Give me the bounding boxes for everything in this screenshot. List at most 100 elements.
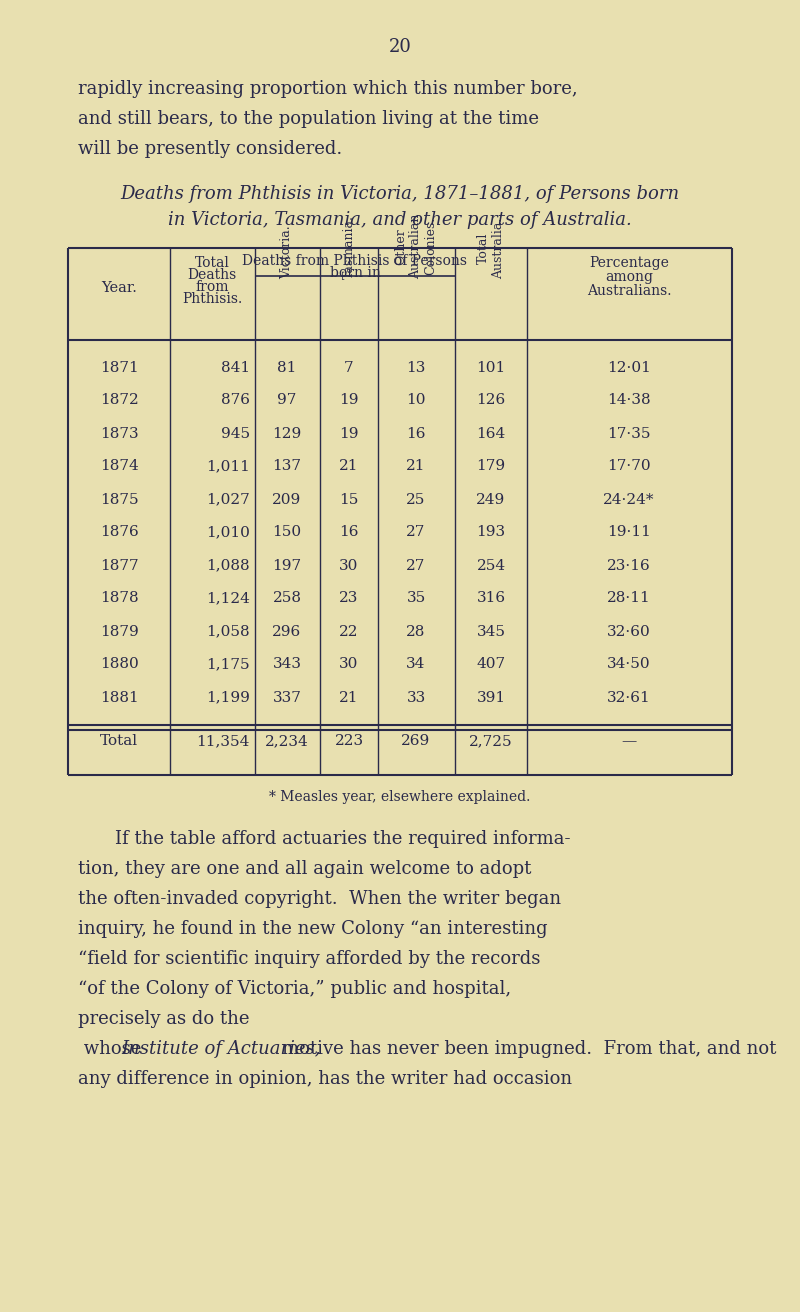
Text: 30: 30 [339, 559, 358, 572]
Text: 1876: 1876 [100, 526, 138, 539]
Text: Total
Australia.: Total Australia. [477, 218, 505, 279]
Text: 2,234: 2,234 [265, 733, 309, 748]
Text: 179: 179 [477, 459, 506, 474]
Text: 13: 13 [406, 361, 426, 374]
Text: 14·38: 14·38 [607, 394, 651, 408]
Text: 1877: 1877 [100, 559, 138, 572]
Text: 28: 28 [406, 625, 426, 639]
Text: 1872: 1872 [100, 394, 138, 408]
Text: 1875: 1875 [100, 492, 138, 506]
Text: 16: 16 [406, 426, 426, 441]
Text: precisely as do the: precisely as do the [78, 1010, 255, 1029]
Text: 945: 945 [221, 426, 250, 441]
Text: 22: 22 [339, 625, 358, 639]
Text: from: from [195, 279, 229, 294]
Text: 1873: 1873 [100, 426, 138, 441]
Text: 19·11: 19·11 [607, 526, 651, 539]
Text: 16: 16 [339, 526, 358, 539]
Text: tion, they are one and all again welcome to adopt: tion, they are one and all again welcome… [78, 859, 531, 878]
Text: —: — [622, 733, 637, 748]
Text: “field for scientific inquiry afforded by the records: “field for scientific inquiry afforded b… [78, 950, 540, 968]
Text: 21: 21 [339, 690, 358, 705]
Text: 1871: 1871 [100, 361, 138, 374]
Text: 35: 35 [406, 592, 426, 606]
Text: 1,124: 1,124 [206, 592, 250, 606]
Text: 1,010: 1,010 [206, 526, 250, 539]
Text: 81: 81 [278, 361, 297, 374]
Text: 258: 258 [273, 592, 302, 606]
Text: 1878: 1878 [100, 592, 138, 606]
Text: 101: 101 [476, 361, 506, 374]
Text: among: among [605, 270, 653, 283]
Text: 1,088: 1,088 [206, 559, 250, 572]
Text: 209: 209 [272, 492, 302, 506]
Text: 316: 316 [477, 592, 506, 606]
Text: 32·60: 32·60 [607, 625, 651, 639]
Text: will be presently considered.: will be presently considered. [78, 140, 342, 157]
Text: 33: 33 [406, 690, 426, 705]
Text: 407: 407 [477, 657, 506, 672]
Text: 1879: 1879 [100, 625, 138, 639]
Text: 24·24*: 24·24* [603, 492, 654, 506]
Text: Australians.: Australians. [586, 283, 671, 298]
Text: 126: 126 [476, 394, 506, 408]
Text: 1,011: 1,011 [206, 459, 250, 474]
Text: Percentage: Percentage [589, 256, 669, 270]
Text: Phthisis.: Phthisis. [182, 293, 242, 306]
Text: 254: 254 [477, 559, 506, 572]
Text: 1,199: 1,199 [206, 690, 250, 705]
Text: If the table afford actuaries the required informa-: If the table afford actuaries the requir… [115, 830, 570, 848]
Text: 21: 21 [339, 459, 358, 474]
Text: 249: 249 [476, 492, 506, 506]
Text: 1880: 1880 [100, 657, 138, 672]
Text: 1,027: 1,027 [206, 492, 250, 506]
Text: 1881: 1881 [100, 690, 138, 705]
Text: 7: 7 [344, 361, 354, 374]
Text: Other
Australian
Colonies.: Other Australian Colonies. [394, 214, 438, 279]
Text: 269: 269 [402, 733, 430, 748]
Text: Deaths from Phthisis in Victoria, 1871–1881, of Persons born: Deaths from Phthisis in Victoria, 1871–1… [121, 185, 679, 203]
Text: 23·16: 23·16 [607, 559, 651, 572]
Text: Year.: Year. [101, 281, 137, 295]
Text: 1874: 1874 [100, 459, 138, 474]
Text: Victoria.: Victoria. [281, 226, 294, 279]
Text: 27: 27 [406, 559, 426, 572]
Text: Total: Total [194, 256, 230, 270]
Text: Total: Total [100, 733, 138, 748]
Text: motive has never been impugned.  From that, and not: motive has never been impugned. From tha… [282, 1040, 776, 1057]
Text: 1,175: 1,175 [206, 657, 250, 672]
Text: 27: 27 [406, 526, 426, 539]
Text: 23: 23 [339, 592, 358, 606]
Text: and still bears, to the population living at the time: and still bears, to the population livin… [78, 110, 539, 129]
Text: Tasmania.: Tasmania. [342, 215, 355, 279]
Text: 21: 21 [406, 459, 426, 474]
Text: 30: 30 [339, 657, 358, 672]
Text: 841: 841 [221, 361, 250, 374]
Text: whose: whose [78, 1040, 142, 1057]
Text: 28·11: 28·11 [607, 592, 651, 606]
Text: 1,058: 1,058 [206, 625, 250, 639]
Text: 343: 343 [273, 657, 302, 672]
Text: rapidly increasing proportion which this number bore,: rapidly increasing proportion which this… [78, 80, 578, 98]
Text: Institute of Actuaries,: Institute of Actuaries, [121, 1040, 320, 1057]
Text: 34: 34 [406, 657, 426, 672]
Text: 2,725: 2,725 [469, 733, 513, 748]
Text: 19: 19 [339, 394, 358, 408]
Text: born in: born in [330, 266, 381, 279]
Text: 150: 150 [273, 526, 302, 539]
Text: * Measles year, elsewhere explained.: * Measles year, elsewhere explained. [270, 790, 530, 804]
Text: 164: 164 [476, 426, 506, 441]
Text: 19: 19 [339, 426, 358, 441]
Text: Deaths from Phthisis of Persons: Deaths from Phthisis of Persons [242, 255, 467, 268]
Text: inquiry, he found in the new Colony “an interesting: inquiry, he found in the new Colony “an … [78, 920, 548, 938]
Text: 32·61: 32·61 [607, 690, 651, 705]
Text: Deaths: Deaths [187, 268, 237, 282]
Text: “of the Colony of Victoria,” public and hospital,: “of the Colony of Victoria,” public and … [78, 980, 511, 998]
Text: 12·01: 12·01 [607, 361, 651, 374]
Text: in Victoria, Tasmania, and other parts of Australia.: in Victoria, Tasmania, and other parts o… [168, 211, 632, 230]
Text: 345: 345 [477, 625, 506, 639]
Text: the often-invaded copyright.  When the writer began: the often-invaded copyright. When the wr… [78, 890, 561, 908]
Text: 11,354: 11,354 [197, 733, 250, 748]
Text: 876: 876 [221, 394, 250, 408]
Text: 193: 193 [477, 526, 506, 539]
